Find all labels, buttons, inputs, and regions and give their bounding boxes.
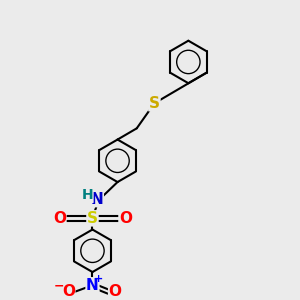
Text: S: S <box>87 211 98 226</box>
Text: +: + <box>94 274 104 284</box>
Text: H: H <box>81 188 93 202</box>
Text: O: O <box>53 211 66 226</box>
Text: N: N <box>91 192 103 207</box>
Text: N: N <box>86 278 99 293</box>
Text: S: S <box>149 96 160 111</box>
Text: O: O <box>62 284 75 299</box>
Text: −: − <box>53 279 64 292</box>
Text: O: O <box>109 284 122 299</box>
Text: O: O <box>119 211 132 226</box>
